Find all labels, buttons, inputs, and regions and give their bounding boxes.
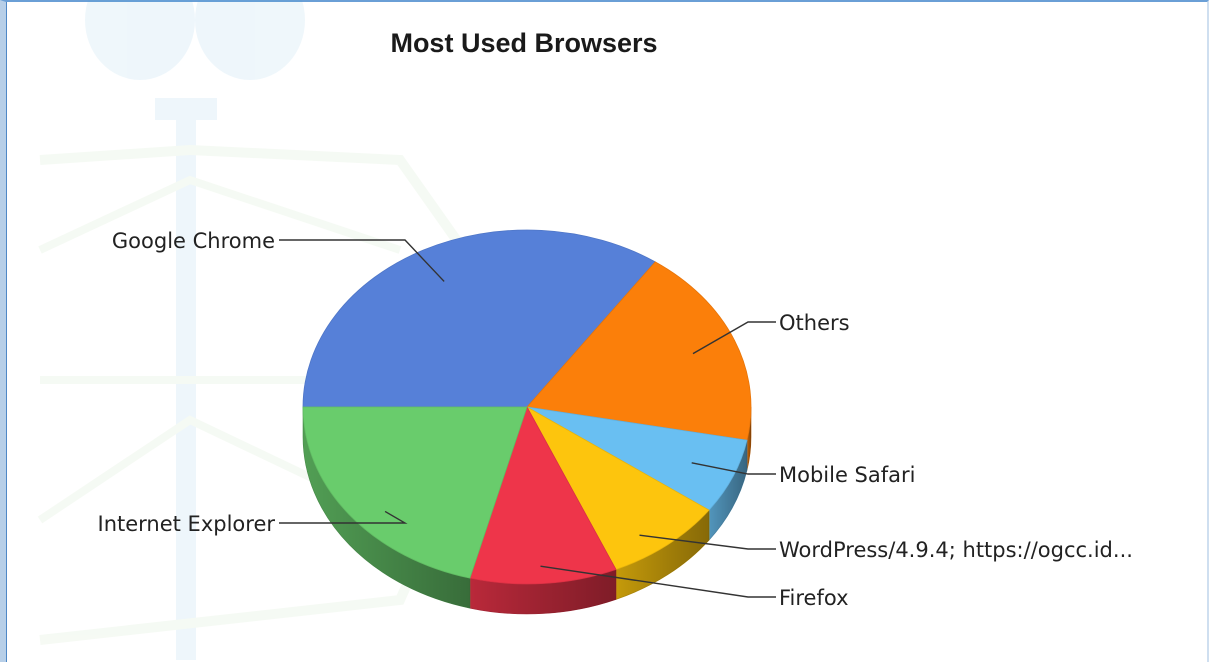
slice-label-wordpress-4-9-4-https-ogcc-id: WordPress/4.9.4; https://ogcc.id... (779, 538, 1133, 562)
pie-wall-shade-others (747, 407, 751, 471)
chart-title: Most Used Browsers (390, 28, 657, 58)
pie-slice-others (526, 261, 752, 441)
leader-line-others (692, 321, 776, 355)
pie-wall-shade-firefox (469, 569, 616, 614)
pie-wall-shade-internet-explorer (303, 407, 470, 609)
pie-wall-shade-mobile-safari (709, 440, 748, 541)
slice-label-mobile-safari: Mobile Safari (779, 463, 916, 487)
slice-label-internet-explorer: Internet Explorer (98, 512, 276, 536)
leader-line-internet-explorer (279, 510, 408, 524)
pie-slice-internet-explorer (302, 406, 528, 579)
slice-label-firefox: Firefox (779, 586, 849, 610)
pie-slice-wordpress-4-9-4-https-ogcc-id (525, 405, 710, 570)
pie-slice-google-chrome (302, 229, 656, 408)
leader-line-google-chrome (279, 239, 445, 282)
leader-line-mobile-safari (691, 462, 776, 475)
leader-lines (279, 239, 776, 598)
leader-line-firefox (540, 565, 776, 598)
slice-label-others: Others (779, 311, 850, 335)
slice-labels: Google Chrome Others Mobile Safari WordPres… (98, 229, 1133, 610)
leader-line-wordpress-4-9-4-https-ogcc-id (639, 534, 776, 550)
pie-slices (302, 229, 752, 585)
panel-border (6, 2, 1207, 662)
slice-label-google-chrome: Google Chrome (112, 229, 275, 253)
pie-slice-firefox (469, 406, 617, 585)
